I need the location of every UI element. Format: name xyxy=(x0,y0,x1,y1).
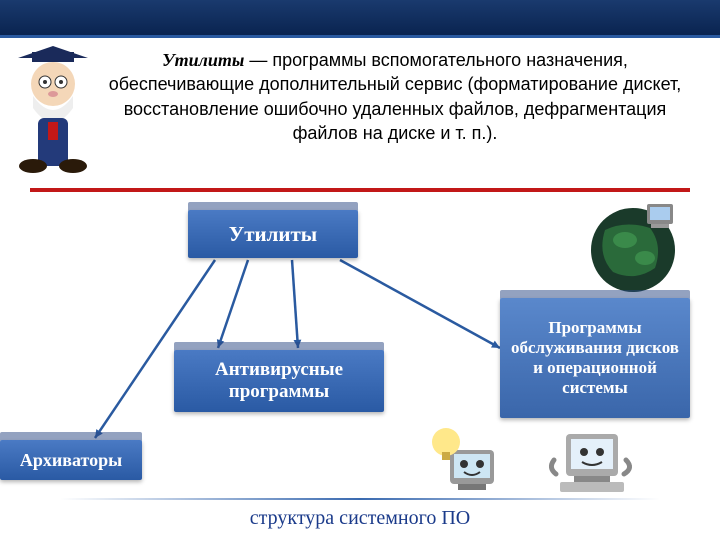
top-bar xyxy=(0,0,720,38)
computer-icon xyxy=(540,420,640,500)
header-text: Утилиты — программы вспомогательного наз… xyxy=(90,48,700,145)
node-diskservice: Программы обслуживания дисков и операцио… xyxy=(500,298,690,418)
title-word: Утилиты xyxy=(162,50,244,70)
professor-icon xyxy=(8,46,98,176)
node-archivers: Архиваторы xyxy=(0,440,142,480)
footer-line xyxy=(60,498,660,500)
node-utilities: Утилиты xyxy=(188,210,358,258)
red-divider xyxy=(30,188,690,192)
globe-icon xyxy=(575,200,680,295)
lightbulb-icon xyxy=(420,420,520,500)
node-antivirus: Антивирусные программы xyxy=(174,350,384,412)
footer-text: структура системного ПО xyxy=(0,507,720,530)
